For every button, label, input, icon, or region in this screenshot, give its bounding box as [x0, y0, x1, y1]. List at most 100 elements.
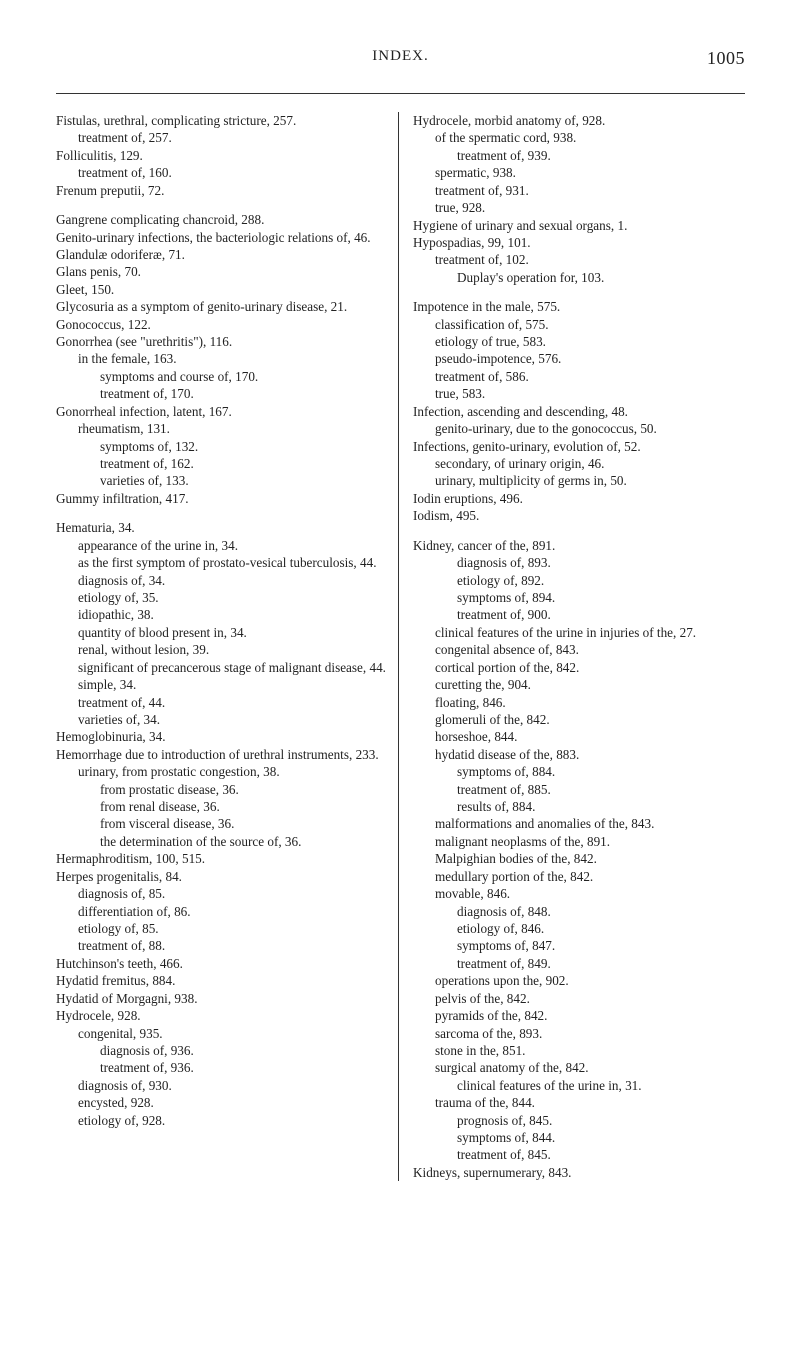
index-entry: treatment of, 939.	[413, 147, 745, 164]
index-entry: congenital absence of, 843.	[413, 641, 745, 658]
index-entry: sarcoma of the, 893.	[413, 1025, 745, 1042]
index-entry: medullary portion of the, 842.	[413, 868, 745, 885]
index-entry: curetting the, 904.	[413, 676, 745, 693]
left-column: Fistulas, urethral, complicating strictu…	[56, 112, 399, 1181]
index-entry: horseshoe, 844.	[413, 728, 745, 745]
index-entry: Duplay's operation for, 103.	[413, 269, 745, 286]
index-entry: spermatic, 938.	[413, 164, 745, 181]
index-entry: simple, 34.	[56, 676, 388, 693]
index-entry: Iodin eruptions, 496.	[413, 490, 745, 507]
index-entry: etiology of, 892.	[413, 572, 745, 589]
index-entry: treatment of, 900.	[413, 606, 745, 623]
index-entry: Hydrocele, 928.	[56, 1007, 388, 1024]
index-entry: from renal disease, 36.	[56, 798, 388, 815]
section-gap	[413, 525, 745, 537]
page-number: 1005	[707, 48, 745, 69]
index-entry: secondary, of urinary origin, 46.	[413, 455, 745, 472]
index-entry: Gonorrheal infection, latent, 167.	[56, 403, 388, 420]
index-entry: symptoms of, 894.	[413, 589, 745, 606]
index-entry: varieties of, 133.	[56, 472, 388, 489]
index-entry: pyramids of the, 842.	[413, 1007, 745, 1024]
index-entry: in the female, 163.	[56, 350, 388, 367]
index-entry: Glycosuria as a symptom of genito-urinar…	[56, 298, 388, 315]
index-entry: Impotence in the male, 575.	[413, 298, 745, 315]
index-entry: Gangrene complicating chancroid, 288.	[56, 211, 388, 228]
index-entry: Genito-urinary infections, the bacteriol…	[56, 229, 388, 246]
index-entry: Gleet, 150.	[56, 281, 388, 298]
index-entry: treatment of, 170.	[56, 385, 388, 402]
index-entry: Herpes progenitalis, 84.	[56, 868, 388, 885]
page-header: INDEX. 1005	[56, 48, 745, 65]
index-entry: of the spermatic cord, 938.	[413, 129, 745, 146]
index-entry: genito-urinary, due to the gonococcus, 5…	[413, 420, 745, 437]
index-entry: symptoms of, 884.	[413, 763, 745, 780]
index-entry: Fistulas, urethral, complicating strictu…	[56, 112, 388, 129]
index-entry: symptoms of, 132.	[56, 438, 388, 455]
index-entry: surgical anatomy of the, 842.	[413, 1059, 745, 1076]
index-entry: Hemorrhage due to introduction of urethr…	[56, 746, 388, 763]
index-entry: clinical features of the urine in, 31.	[413, 1077, 745, 1094]
index-entry: urinary, from prostatic congestion, 38.	[56, 763, 388, 780]
index-entry: pseudo-impotence, 576.	[413, 350, 745, 367]
index-entry: Hematuria, 34.	[56, 519, 388, 536]
section-gap	[413, 286, 745, 298]
index-entry: varieties of, 34.	[56, 711, 388, 728]
index-entry: stone in the, 851.	[413, 1042, 745, 1059]
index-entry: prognosis of, 845.	[413, 1112, 745, 1129]
index-entry: from prostatic disease, 36.	[56, 781, 388, 798]
index-entry: malignant neoplasms of the, 891.	[413, 833, 745, 850]
index-entry: etiology of, 35.	[56, 589, 388, 606]
index-entry: symptoms of, 847.	[413, 937, 745, 954]
index-entry: treatment of, 162.	[56, 455, 388, 472]
index-entry: diagnosis of, 930.	[56, 1077, 388, 1094]
index-entry: cortical portion of the, 842.	[413, 659, 745, 676]
index-entry: Iodism, 495.	[413, 507, 745, 524]
index-entry: the determination of the source of, 36.	[56, 833, 388, 850]
index-entry: etiology of true, 583.	[413, 333, 745, 350]
index-entry: urinary, multiplicity of germs in, 50.	[413, 472, 745, 489]
index-entry: Hypospadias, 99, 101.	[413, 234, 745, 251]
columns-container: Fistulas, urethral, complicating strictu…	[56, 112, 745, 1181]
index-entry: etiology of, 928.	[56, 1112, 388, 1129]
index-entry: movable, 846.	[413, 885, 745, 902]
index-entry: glomeruli of the, 842.	[413, 711, 745, 728]
index-entry: Folliculitis, 129.	[56, 147, 388, 164]
index-entry: diagnosis of, 85.	[56, 885, 388, 902]
index-entry: Hygiene of urinary and sexual organs, 1.	[413, 217, 745, 234]
index-entry: floating, 846.	[413, 694, 745, 711]
index-entry: treatment of, 845.	[413, 1146, 745, 1163]
index-entry: Kidneys, supernumerary, 843.	[413, 1164, 745, 1181]
index-entry: Infection, ascending and descending, 48.	[413, 403, 745, 420]
index-entry: treatment of, 88.	[56, 937, 388, 954]
index-entry: idiopathic, 38.	[56, 606, 388, 623]
index-entry: results of, 884.	[413, 798, 745, 815]
section-gap	[56, 507, 388, 519]
index-entry: true, 583.	[413, 385, 745, 402]
index-entry: operations upon the, 902.	[413, 972, 745, 989]
index-entry: classification of, 575.	[413, 316, 745, 333]
index-entry: Glans penis, 70.	[56, 263, 388, 280]
index-entry: Hermaphroditism, 100, 515.	[56, 850, 388, 867]
index-entry: Frenum preputii, 72.	[56, 182, 388, 199]
index-entry: treatment of, 931.	[413, 182, 745, 199]
index-entry: malformations and anomalies of the, 843.	[413, 815, 745, 832]
index-entry: significant of precancerous stage of mal…	[56, 659, 388, 676]
index-entry: diagnosis of, 848.	[413, 903, 745, 920]
right-column: Hydrocele, morbid anatomy of, 928.of the…	[399, 112, 745, 1181]
index-entry: treatment of, 849.	[413, 955, 745, 972]
index-entry: symptoms of, 844.	[413, 1129, 745, 1146]
index-entry: congenital, 935.	[56, 1025, 388, 1042]
index-entry: Gonococcus, 122.	[56, 316, 388, 333]
index-entry: pelvis of the, 842.	[413, 990, 745, 1007]
index-entry: treatment of, 936.	[56, 1059, 388, 1076]
index-entry: treatment of, 102.	[413, 251, 745, 268]
index-entry: Kidney, cancer of the, 891.	[413, 537, 745, 554]
header-divider	[56, 93, 745, 94]
index-entry: appearance of the urine in, 34.	[56, 537, 388, 554]
index-entry: treatment of, 160.	[56, 164, 388, 181]
index-entry: renal, without lesion, 39.	[56, 641, 388, 658]
index-page: INDEX. 1005 Fistulas, urethral, complica…	[0, 0, 801, 1237]
index-entry: Gummy infiltration, 417.	[56, 490, 388, 507]
index-entry: etiology of, 85.	[56, 920, 388, 937]
index-entry: Hydrocele, morbid anatomy of, 928.	[413, 112, 745, 129]
